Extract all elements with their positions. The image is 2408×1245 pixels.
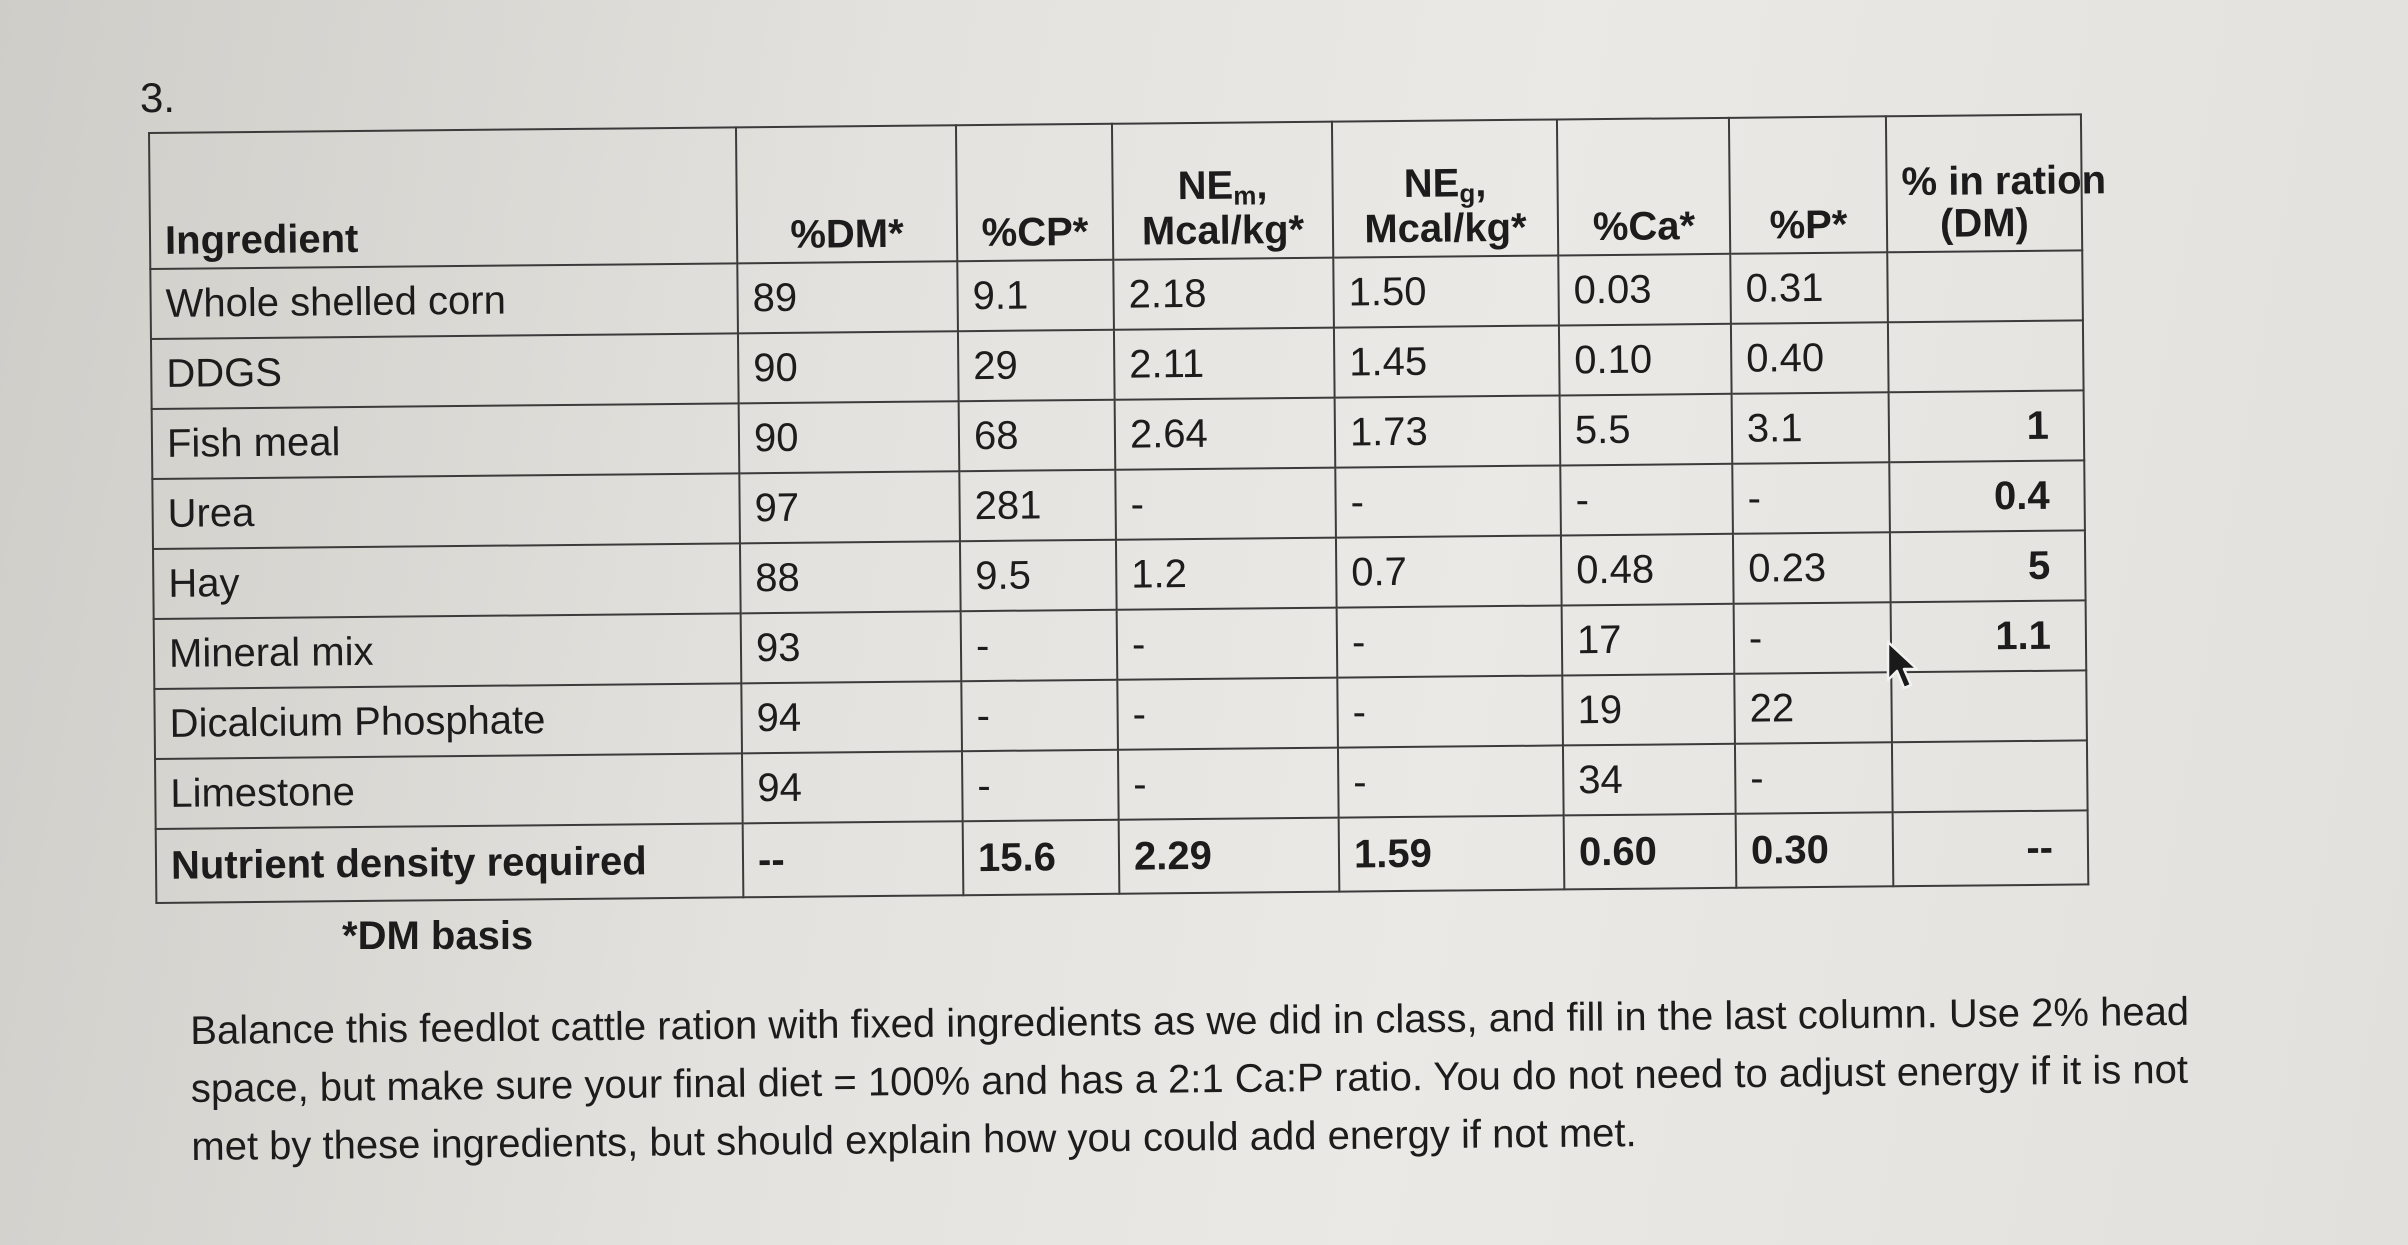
header-neg-subscript: g	[1459, 177, 1476, 209]
cell-ingredient: Whole shelled corn	[150, 263, 738, 339]
cell-ca: 0.10	[1558, 323, 1732, 396]
cell-ration: 1	[1888, 390, 2085, 463]
header-neg-comma: ,	[1475, 160, 1487, 205]
cell-ca: 0.48	[1560, 533, 1734, 606]
header-neg-unit: Mcal/kg*	[1364, 205, 1527, 252]
cell-dm: 93	[740, 611, 962, 684]
header-cp: %CP*	[955, 123, 1114, 262]
cell-neg: 0.7	[1335, 535, 1562, 608]
cell-ration	[1887, 250, 2083, 323]
cell-nem: -	[1117, 747, 1339, 820]
header-nem-unit: Mcal/kg*	[1141, 207, 1305, 254]
cell-neg: -	[1336, 605, 1563, 678]
header-neg-label: NE	[1403, 161, 1460, 206]
header-p: %P*	[1728, 116, 1888, 254]
question-number: 3.	[140, 74, 176, 121]
cell-neg: -	[1337, 745, 1564, 818]
cell-cp: 29	[957, 329, 1115, 402]
cell-dm: 88	[739, 541, 961, 614]
cell-ca: 0.03	[1558, 253, 1731, 326]
cell-p: 0.31	[1730, 252, 1888, 324]
cell-ration	[1891, 740, 2088, 813]
cell-nem: 2.18	[1113, 257, 1334, 330]
cell-dm: 90	[737, 331, 959, 404]
cell-p: 0.40	[1730, 322, 1889, 394]
cell-ca: 17	[1561, 603, 1735, 676]
header-ration-line2: (DM)	[1939, 200, 2030, 246]
header-ca: %Ca*	[1556, 117, 1731, 256]
cell-cp: -	[960, 609, 1118, 682]
cell-neg: 1.73	[1334, 395, 1561, 468]
cell-cp: -	[961, 749, 1119, 822]
cell-dm: 97	[739, 471, 960, 544]
footnote: *DM basis	[342, 914, 534, 958]
cell-nem: 2.11	[1113, 327, 1335, 400]
cell-p: 0.30	[1735, 812, 1894, 888]
cell-ingredient: DDGS	[150, 333, 739, 409]
cell-neg: -	[1337, 675, 1563, 748]
cell-dm: 94	[741, 681, 962, 754]
cell-ration	[1887, 320, 2084, 393]
cell-dm: 89	[737, 261, 958, 334]
cell-ration: 5	[1889, 530, 2086, 603]
cell-nem: 2.29	[1118, 817, 1340, 894]
cell-nem: -	[1116, 607, 1338, 680]
cell-nem: 1.2	[1115, 537, 1337, 610]
cell-dm: 94	[741, 751, 963, 824]
cell-ingredient: Limestone	[155, 753, 743, 829]
cell-ration: 0.4	[1889, 460, 2085, 533]
cell-nem: -	[1117, 677, 1338, 750]
cell-nem: -	[1115, 467, 1336, 540]
cell-neg: 1.59	[1338, 815, 1565, 892]
table-header-row: Ingredient %DM* %CP* NEm, Mcal/kg* NEg, …	[149, 114, 2106, 269]
cell-neg: -	[1335, 465, 1561, 538]
header-neg: NEg, Mcal/kg*	[1331, 119, 1559, 258]
header-nem-label: NE	[1177, 163, 1234, 208]
header-nem: NEm, Mcal/kg*	[1111, 121, 1334, 260]
cell-ingredient: Nutrient density required	[155, 823, 744, 903]
cell-ingredient: Urea	[152, 473, 740, 549]
mouse-pointer-icon	[1884, 640, 1924, 697]
header-ingredient: Ingredient	[149, 127, 738, 269]
cell-dm: 90	[738, 401, 960, 474]
header-ration: % in ration (DM)	[1885, 114, 2106, 253]
ration-table: Ingredient %DM* %CP* NEm, Mcal/kg* NEg, …	[148, 113, 2106, 904]
cell-p: -	[1734, 742, 1893, 814]
cell-cp: 68	[958, 399, 1116, 472]
cell-neg: 1.50	[1333, 255, 1559, 328]
cell-neg: 1.45	[1333, 325, 1560, 398]
cell-p: 3.1	[1731, 392, 1890, 464]
instructions-paragraph: Balance this feedlot cattle ration with …	[190, 989, 2190, 1169]
cell-p: -	[1732, 462, 1890, 534]
cell-ration: --	[1892, 810, 2089, 887]
header-nem-subscript: m	[1233, 180, 1257, 211]
cell-ca: 34	[1562, 743, 1736, 816]
cell-cp: 9.5	[959, 539, 1117, 612]
cell-p: 22	[1734, 672, 1892, 744]
cell-ingredient: Dicalcium Phosphate	[154, 683, 742, 759]
cell-ingredient: Hay	[153, 543, 741, 619]
cell-ca: 0.60	[1563, 813, 1737, 890]
cell-p: -	[1733, 602, 1892, 674]
cell-cp: 281	[959, 469, 1116, 542]
header-nem-comma: ,	[1256, 162, 1268, 208]
cell-p: 0.23	[1732, 532, 1891, 604]
header-dm: %DM*	[735, 125, 958, 264]
cell-ingredient: Mineral mix	[153, 613, 742, 689]
cell-ca: -	[1560, 463, 1733, 536]
header-ration-line1: % in ration	[1901, 158, 2107, 205]
cell-cp: 9.1	[957, 259, 1114, 332]
cell-ca: 5.5	[1559, 393, 1733, 466]
cell-dm: --	[742, 821, 964, 898]
cell-ingredient: Fish meal	[151, 403, 740, 479]
cell-cp: -	[961, 679, 1118, 752]
cell-ca: 19	[1562, 673, 1735, 746]
cell-cp: 15.6	[962, 819, 1120, 896]
cell-nem: 2.64	[1114, 397, 1336, 470]
